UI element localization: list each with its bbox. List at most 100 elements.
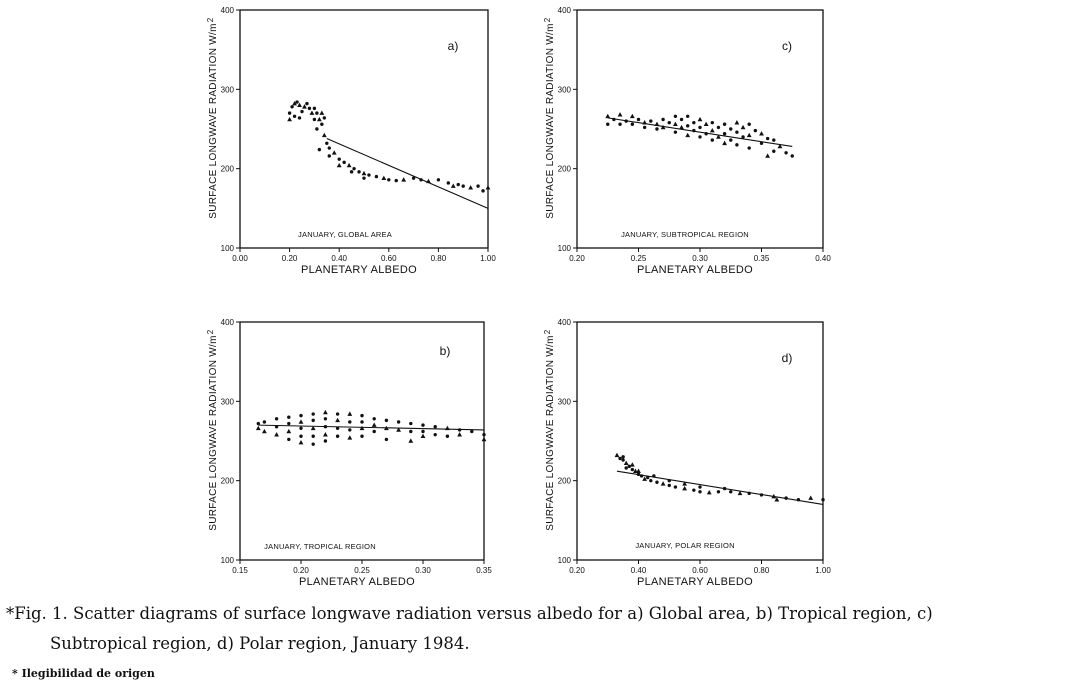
data-point (482, 432, 486, 437)
data-point (709, 127, 715, 133)
data-point (347, 435, 353, 440)
data-point (485, 185, 491, 190)
x-axis-label: PLANETARY ALBEDO (637, 264, 753, 276)
footnote: * Ilegibilidad de origen (12, 667, 155, 680)
y-tick-label: 300 (221, 85, 235, 94)
data-point (323, 417, 328, 421)
data-point (698, 485, 702, 489)
y-tick-label: 100 (558, 556, 572, 565)
data-point (357, 170, 361, 174)
x-tick-label: 0.25 (354, 566, 370, 575)
panel-annotation: JANUARY, SUBTROPICAL REGION (621, 230, 749, 239)
data-point (396, 420, 401, 424)
data-point (673, 114, 678, 119)
y-tick-label: 400 (558, 6, 572, 15)
panel-label: a) (448, 39, 459, 53)
chart-panel-a: 0.00 0.20 0.40 0.60 0.80 1.00 100 200 300 400 PLAN… (206, 6, 496, 276)
data-point (302, 104, 307, 109)
data-point (698, 125, 702, 130)
data-point (649, 119, 653, 123)
data-point (394, 178, 398, 183)
regression-line (326, 138, 489, 209)
x-tick-label: 0.35 (476, 566, 492, 575)
data-point (633, 468, 638, 473)
data-point (298, 439, 304, 445)
figure-caption: *Fig. 1. Scatter diagrams of surface lon… (6, 599, 1076, 659)
data-point (627, 464, 631, 469)
data-point (734, 120, 740, 125)
data-point (667, 120, 671, 125)
data-point (456, 182, 460, 187)
x-tick-label: 0.40 (331, 254, 347, 263)
x-tick-label: 0.30 (692, 254, 708, 263)
data-point (679, 124, 684, 130)
y-tick-label: 200 (558, 477, 572, 486)
data-point (360, 434, 364, 438)
data-point (621, 458, 625, 462)
data-point (408, 438, 414, 443)
data-point (784, 151, 788, 155)
data-point (367, 173, 371, 177)
data-point (323, 409, 328, 415)
data-point (741, 135, 745, 139)
data-point (360, 413, 364, 418)
data-point (706, 489, 712, 495)
data-point (336, 162, 342, 168)
data-point (287, 415, 291, 419)
data-point (618, 122, 622, 126)
data-point (372, 417, 376, 421)
data-point (655, 127, 659, 131)
data-point (255, 425, 261, 431)
x-tick-label: 0.60 (381, 254, 397, 263)
data-point (335, 412, 340, 416)
data-point (716, 134, 721, 139)
data-point (323, 439, 328, 443)
data-point (476, 184, 480, 188)
data-point (327, 146, 331, 150)
data-point (461, 184, 465, 188)
data-point (317, 147, 322, 152)
data-point (292, 114, 297, 119)
data-point (321, 132, 327, 138)
data-point (309, 110, 315, 115)
y-axis-label-superscript: 2 (543, 329, 552, 334)
data-point (299, 434, 303, 438)
chart-panel-b: 0.15 0.20 0.25 0.30 0.35 100 200 300 400 PLANETAR… (206, 318, 492, 588)
data-point (642, 125, 647, 130)
x-axis-label: PLANETARY ALBEDO (637, 576, 753, 588)
data-point (311, 412, 315, 416)
data-point (765, 136, 770, 141)
x-tick-label: 0.00 (232, 254, 248, 263)
data-point (621, 455, 625, 459)
data-point (468, 185, 474, 190)
regression-line (258, 424, 485, 431)
data-point (606, 122, 610, 126)
x-tick-label: 0.60 (692, 566, 708, 575)
data-point (740, 124, 746, 130)
data-point (661, 117, 665, 122)
caption-line-1: *Fig. 1. Scatter diagrams of surface lon… (6, 604, 933, 623)
data-point (747, 122, 751, 126)
data-point (381, 175, 387, 180)
data-point (315, 127, 319, 131)
data-point (636, 468, 641, 473)
panel-annotation: JANUARY, POLAR REGION (635, 541, 734, 550)
data-point (629, 113, 635, 119)
data-point (295, 100, 299, 104)
data-point (774, 497, 780, 502)
data-point (327, 154, 331, 158)
data-point (311, 418, 315, 423)
y-tick-label: 400 (221, 318, 235, 327)
chart-panel-c: 0.20 0.25 0.30 0.35 0.40 100 200 300 400 PLANETAR… (543, 6, 831, 276)
x-tick-label: 0.20 (282, 254, 298, 263)
data-point (411, 176, 416, 180)
data-point (352, 166, 356, 171)
data-point (299, 413, 303, 418)
data-point (262, 420, 267, 424)
data-point (312, 117, 317, 122)
data-point (686, 124, 690, 128)
data-point (312, 106, 317, 111)
data-point (316, 116, 322, 122)
data-point (305, 101, 309, 106)
x-tick-label: 0.20 (569, 566, 585, 575)
